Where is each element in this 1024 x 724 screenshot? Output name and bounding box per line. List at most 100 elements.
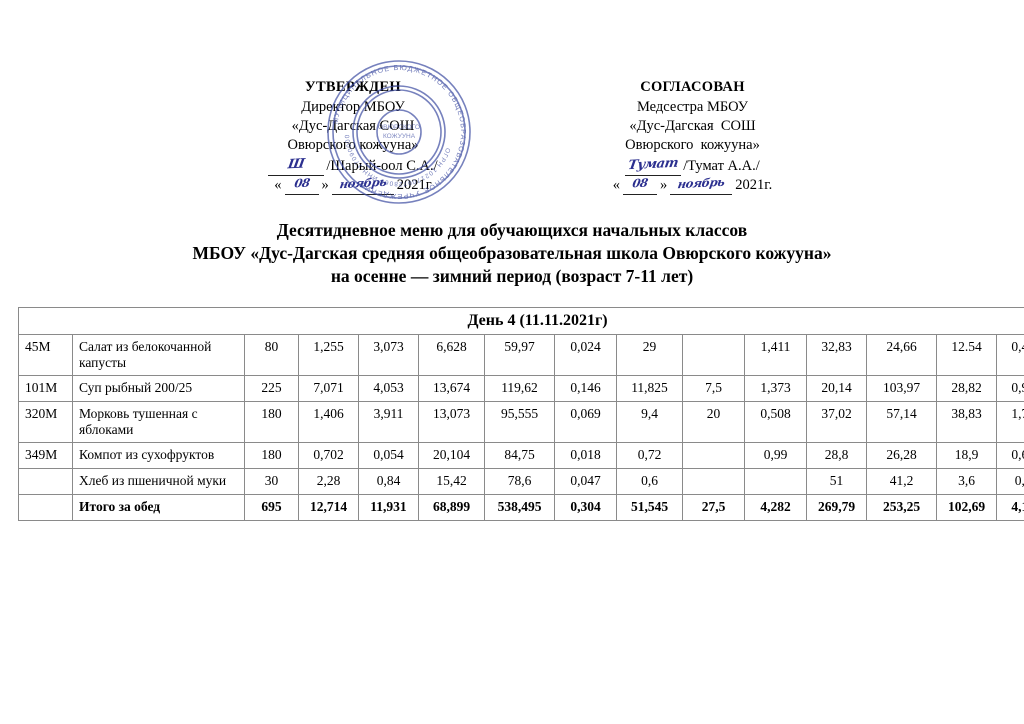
dish-code-cell: 101М bbox=[18, 375, 73, 402]
nutrient-value-cell: 0,304 bbox=[554, 494, 617, 521]
menu-table-row: 349М Компот из сухофруктов 180 0,702 0,054 20… bbox=[18, 442, 1024, 469]
approval-org-line-2: Овюрского кожууна» bbox=[287, 137, 419, 153]
nutrient-value-cell: 51,545 bbox=[616, 494, 683, 521]
approval-org-line-1: «Дус-Дагская СОШ bbox=[629, 118, 756, 134]
nutrient-value-cell: 0,609 bbox=[995, 442, 1024, 469]
nutrient-value-cell: 0,929 bbox=[995, 375, 1024, 402]
approval-year: 2021г. bbox=[735, 177, 773, 193]
nutrient-value-cell: 0,72 bbox=[616, 442, 683, 469]
nutrient-value-cell: 59,97 bbox=[484, 334, 555, 376]
nutrient-value-cell: 95,555 bbox=[484, 401, 555, 443]
nutrient-value-cell: 80 bbox=[244, 334, 299, 376]
handwritten-signature: Ш bbox=[287, 156, 306, 173]
nutrient-value-cell: 7,071 bbox=[298, 375, 359, 402]
nutrient-value-cell: 13,674 bbox=[418, 375, 485, 402]
quote-open: « bbox=[612, 177, 621, 193]
handwritten-day: 08 bbox=[631, 175, 649, 191]
nutrient-value-cell: 0,018 bbox=[554, 442, 617, 469]
approval-org-line-2: Овюрского кожууна» bbox=[625, 137, 760, 153]
signature-rule: Ш bbox=[268, 157, 325, 176]
approval-block-approved: УТВЕРЖДЕН Директор МБОУ «Дус-Дагская СОШ… bbox=[228, 78, 478, 195]
nutrient-value-cell: 7,5 bbox=[682, 375, 745, 402]
nutrient-value-cell: 41,2 bbox=[866, 468, 937, 495]
nutrient-value-cell: 0,99 bbox=[744, 442, 807, 469]
nutrient-value-cell: 3,911 bbox=[358, 401, 419, 443]
nutrient-value-cell: 28,8 bbox=[806, 442, 867, 469]
approval-date-line: « 08 » ноябрь 2021г. bbox=[565, 175, 820, 195]
quote-open: « bbox=[274, 177, 282, 193]
nutrient-value-cell: 0,702 bbox=[298, 442, 359, 469]
nutrient-value-cell: 4,053 bbox=[358, 375, 419, 402]
dish-name-cell: Компот из сухофруктов bbox=[72, 442, 245, 469]
nutrient-value-cell: 24,66 bbox=[866, 334, 937, 376]
approval-person-name: /Шарый-оол С.А./ bbox=[326, 158, 438, 174]
nutrient-value-cell bbox=[744, 468, 807, 495]
approval-signature-line: Тумат /Тумат А.А./ bbox=[565, 155, 820, 176]
menu-table: День 4 (11.11.2021г) 45М Салат из белокоч… bbox=[17, 307, 1024, 521]
menu-table-row: Хлеб из пшеничной муки 30 2,28 0,84 15,42 78,… bbox=[18, 468, 1024, 495]
doc-title-line-1: Десятидневное меню для обучающихся начал… bbox=[276, 220, 748, 240]
nutrient-value-cell: 28,82 bbox=[936, 375, 997, 402]
handwritten-day: 08 bbox=[292, 175, 311, 191]
menu-table-row: 320М Морковь тушенная с яблоками 180 1,406 3… bbox=[18, 401, 1024, 443]
approval-signature-line: Ш /Шарый-оол С.А./ bbox=[228, 157, 478, 176]
nutrient-value-cell: 119,62 bbox=[484, 375, 555, 402]
nutrient-value-cell: 0,047 bbox=[554, 468, 617, 495]
dish-code-cell: 320М bbox=[18, 401, 73, 443]
nutrient-value-cell: 1,373 bbox=[744, 375, 807, 402]
nutrient-value-cell: 30 bbox=[244, 468, 299, 495]
nutrient-value-cell: 0,024 bbox=[554, 334, 617, 376]
nutrient-value-cell: 51 bbox=[806, 468, 867, 495]
nutrient-value-cell: 1,411 bbox=[744, 334, 807, 376]
nutrient-value-cell: 12,714 bbox=[298, 494, 359, 521]
menu-total-row: Итого за обед 695 12,714 11,931 68,899 538,49… bbox=[18, 494, 1024, 521]
nutrient-value-cell: 13,073 bbox=[418, 401, 485, 443]
nutrient-value-cell: 11,931 bbox=[358, 494, 419, 521]
nutrient-value-cell: 0,054 bbox=[358, 442, 419, 469]
dish-code-cell: 349М bbox=[18, 442, 73, 469]
page-title: Десятидневное меню для обучающихся начал… bbox=[0, 219, 1024, 288]
nutrient-value-cell: 538,495 bbox=[484, 494, 555, 521]
handwritten-signature: Тумат bbox=[627, 155, 680, 174]
dish-name-cell: Салат из белокочанной капусты bbox=[72, 334, 245, 376]
dish-code-cell: 45М bbox=[18, 334, 73, 376]
nutrient-value-cell: 20 bbox=[682, 401, 745, 443]
nutrient-value-cell: 102,69 bbox=[936, 494, 997, 521]
approval-title: УТВЕРЖДЕН bbox=[305, 79, 401, 95]
approval-title: СОГЛАСОВАН bbox=[640, 79, 745, 95]
nutrient-value-cell: 78,6 bbox=[484, 468, 555, 495]
menu-table-container: День 4 (11.11.2021г) 45М Салат из белокоч… bbox=[17, 307, 1024, 521]
nutrient-value-cell: 20,14 bbox=[806, 375, 867, 402]
approval-person-name: /Тумат А.А./ bbox=[683, 158, 760, 174]
nutrient-value-cell bbox=[682, 468, 745, 495]
nutrient-value-cell bbox=[682, 334, 745, 376]
dish-name-cell: Суп рыбный 200/25 bbox=[72, 375, 245, 402]
nutrient-value-cell: 9,4 bbox=[616, 401, 683, 443]
menu-table-body: День 4 (11.11.2021г) 45М Салат из белокоч… bbox=[17, 307, 1024, 521]
nutrient-value-cell: 4,282 bbox=[744, 494, 807, 521]
month-rule: ноябрь bbox=[670, 175, 733, 195]
month-rule: ноябрь bbox=[331, 175, 394, 195]
nutrient-value-cell: 695 bbox=[244, 494, 299, 521]
nutrient-value-cell: 18,9 bbox=[936, 442, 997, 469]
approval-org-line-1: «Дус-Дагская СОШ bbox=[291, 118, 415, 134]
nutrient-value-cell: 15,42 bbox=[418, 468, 485, 495]
nutrient-value-cell: 1,753 bbox=[995, 401, 1024, 443]
approval-date-line: « 08 » ноябрь 2021г bbox=[228, 175, 478, 195]
nutrient-value-cell: 180 bbox=[244, 442, 299, 469]
nutrient-value-cell: 0,146 bbox=[554, 375, 617, 402]
approval-header: УТВЕРЖДЕН Директор МБОУ «Дус-Дагская СОШ… bbox=[0, 78, 1024, 198]
nutrient-value-cell: 0,454 bbox=[995, 334, 1024, 376]
doc-title-line-3: на осенне — зимний период (возраст 7-11 … bbox=[330, 266, 694, 286]
nutrient-value-cell: 11,825 bbox=[616, 375, 683, 402]
nutrient-value-cell: 103,97 bbox=[866, 375, 937, 402]
approval-role: Директор МБОУ bbox=[301, 99, 405, 115]
nutrient-value-cell: 68,899 bbox=[418, 494, 485, 521]
approval-block-agreed: СОГЛАСОВАН Медсестра МБОУ «Дус-Дагская С… bbox=[565, 78, 820, 195]
nutrient-value-cell: 0,84 bbox=[358, 468, 419, 495]
approval-role: Медсестра МБОУ bbox=[636, 99, 749, 115]
nutrient-value-cell: 29 bbox=[616, 334, 683, 376]
nutrient-value-cell: 4,105 bbox=[995, 494, 1024, 521]
approval-year: 2021г bbox=[396, 177, 432, 193]
dish-name-cell: Итого за обед bbox=[72, 494, 245, 521]
